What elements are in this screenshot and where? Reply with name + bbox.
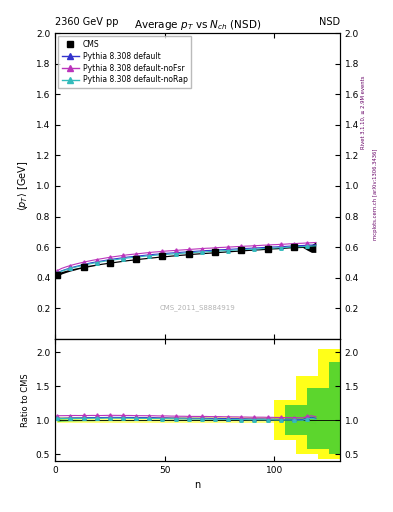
Text: 2360 GeV pp: 2360 GeV pp [55, 17, 119, 27]
X-axis label: n: n [195, 480, 200, 490]
Title: Average $p_T$ vs $N_{ch}$ (NSD): Average $p_T$ vs $N_{ch}$ (NSD) [134, 18, 261, 32]
Text: CMS_2011_S8884919: CMS_2011_S8884919 [160, 305, 235, 311]
Legend: CMS, Pythia 8.308 default, Pythia 8.308 default-noFsr, Pythia 8.308 default-noRa: CMS, Pythia 8.308 default, Pythia 8.308 … [58, 36, 191, 88]
Text: Rivet 3.1.10, ≥ 2.9M events: Rivet 3.1.10, ≥ 2.9M events [361, 76, 366, 150]
Text: NSD: NSD [319, 17, 340, 27]
Text: mcplots.cern.ch [arXiv:1306.3436]: mcplots.cern.ch [arXiv:1306.3436] [373, 149, 378, 240]
Y-axis label: $\langle p_T \rangle$ [GeV]: $\langle p_T \rangle$ [GeV] [16, 161, 30, 211]
Y-axis label: Ratio to CMS: Ratio to CMS [21, 373, 30, 426]
